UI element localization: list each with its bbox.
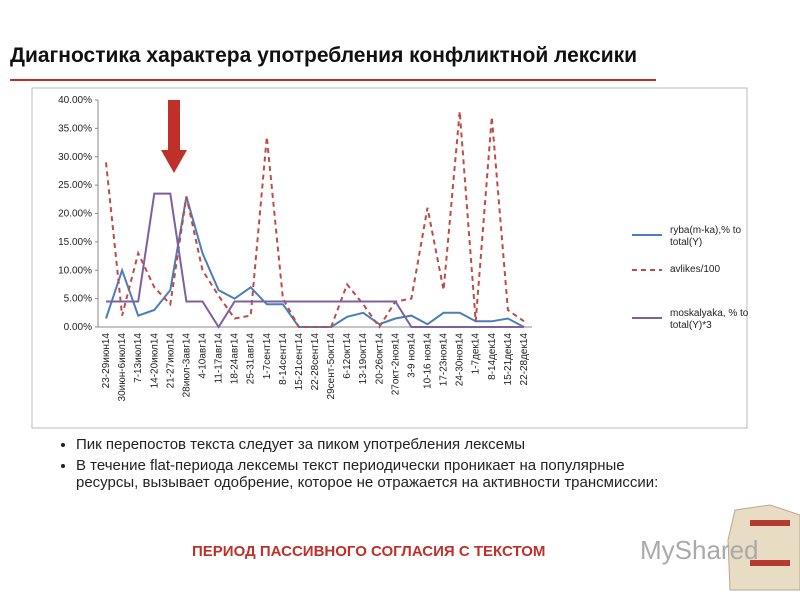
x-tick-label: 13-19окт14 (358, 333, 369, 385)
x-tick-label: 4-10авг14 (197, 333, 208, 379)
x-tick-label: 25-31авг14 (246, 333, 257, 385)
x-tick-label: 21-27июл14 (165, 333, 176, 389)
x-tick-label: 22-28дек14 (519, 333, 530, 386)
chart-frame (31, 87, 748, 429)
x-tick-label: 15-21сент14 (294, 333, 305, 391)
slide-title: Диагностика характера употребления конфл… (10, 44, 638, 67)
bullet: В течение flat-периода лексемы текст пер… (76, 457, 676, 491)
x-tick-label: 1-7дек14 (471, 333, 482, 375)
x-tick-label: 15-21дек14 (503, 333, 514, 386)
conclusion: ПЕРИОД ПАССИВНОГО СОГЛАСИЯ С ТЕКСТОМ (192, 543, 546, 560)
x-tick-label: 7-13июл14 (133, 333, 144, 383)
x-tick-label: 30июн-6июл14 (117, 333, 128, 402)
legend-label: ryba(m-ka),% to total(Y) (670, 225, 742, 248)
y-tick-label: 0.00% (64, 322, 92, 333)
y-tick-label: 15.00% (58, 237, 92, 248)
series-line (106, 192, 524, 329)
x-tick-label: 23-29июн14 (101, 333, 112, 389)
bullet-list: Пик перепостов текста следует за пиком у… (56, 436, 676, 495)
x-tick-label: 11-17авг14 (214, 333, 225, 384)
x-tick-label: 17-23ноя14 (439, 333, 450, 387)
y-tick-label: 5.00% (64, 294, 92, 305)
x-tick-label: 14-20июл14 (149, 333, 160, 389)
x-tick-label: 1-7сент14 (262, 333, 273, 380)
y-tick-label: 30.00% (58, 152, 92, 163)
x-tick-label: 8-14сент14 (278, 333, 289, 385)
x-tick-label: 10-16 ноя14 (423, 333, 434, 389)
shirt-icon (727, 504, 800, 591)
x-tick-label: 6-12окт14 (342, 333, 353, 379)
y-tick-label: 25.00% (58, 180, 92, 191)
title-rule (10, 79, 656, 81)
x-tick-label: 27окт-2ноя14 (390, 333, 401, 396)
series-line (105, 111, 525, 329)
x-tick-label: 24-30ноя14 (455, 333, 466, 387)
x-tick-label: 29сент-5окт14 (326, 333, 337, 400)
arrow (161, 100, 187, 173)
x-tick-label: 8-14дек14 (487, 333, 498, 380)
bullet: Пик перепостов текста следует за пиком у… (76, 436, 676, 453)
x-tick-label: 28июл-3авг14 (181, 333, 192, 398)
x-tick-label: 22-28сент14 (310, 333, 321, 391)
x-tick-label: 3-9 ноя14 (406, 333, 417, 378)
watermark: MyShared (640, 535, 759, 565)
legend-label: moskalyaka, % to total(Y)*3 (670, 308, 749, 331)
y-tick-label: 20.00% (58, 209, 92, 220)
y-tick-label: 35.00% (58, 123, 92, 134)
legend-label: avlikes/100 (670, 264, 721, 275)
x-tick-label: 20-26окт14 (374, 333, 385, 385)
x-tick-label: 18-24авг14 (230, 333, 241, 385)
y-tick-label: 40.00% (58, 95, 92, 106)
y-tick-label: 10.00% (58, 265, 92, 276)
